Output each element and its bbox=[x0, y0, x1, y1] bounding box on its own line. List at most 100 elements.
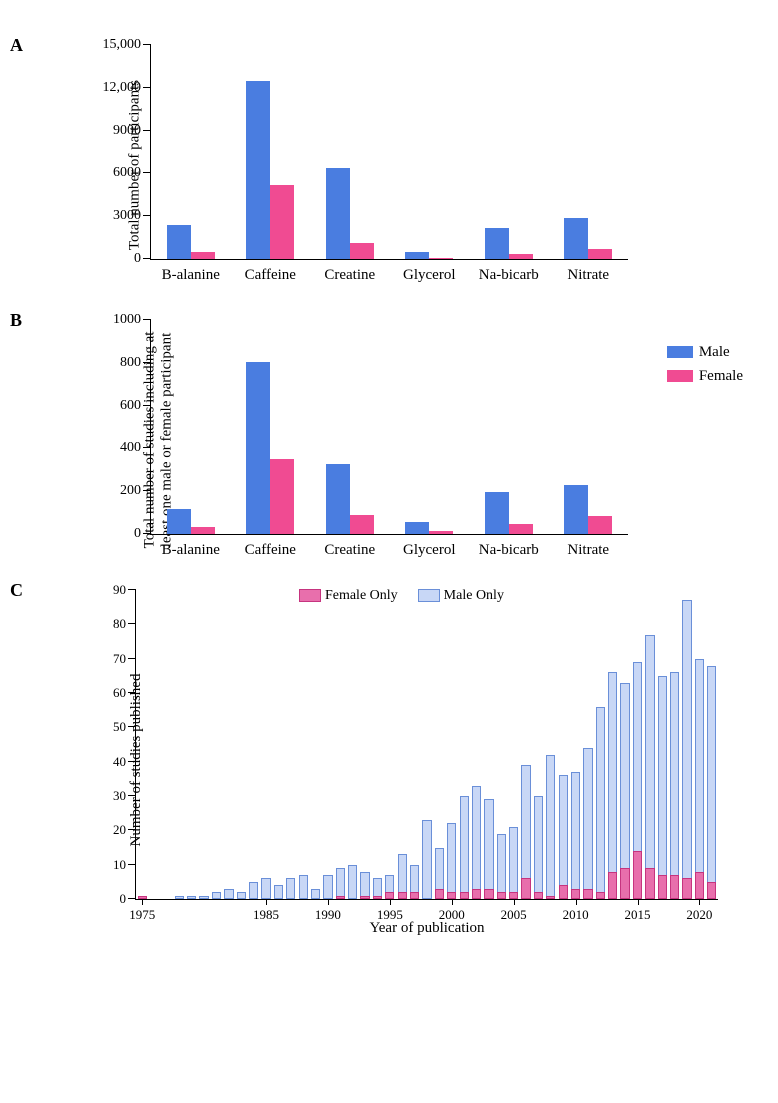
bar-male-only bbox=[348, 865, 357, 899]
bar-female bbox=[588, 249, 612, 259]
bar-female bbox=[509, 524, 533, 534]
x-tick-label: Glycerol bbox=[403, 267, 455, 284]
y-tick-label: 1000 bbox=[113, 312, 141, 328]
y-tick bbox=[143, 172, 151, 173]
bar-male-only bbox=[422, 820, 431, 899]
x-tick bbox=[452, 899, 453, 905]
bar-female-only bbox=[633, 851, 642, 899]
bar-male bbox=[167, 509, 191, 534]
bar-female-only bbox=[707, 882, 716, 899]
x-tick bbox=[514, 899, 515, 905]
bar-female bbox=[509, 254, 533, 259]
bar-male bbox=[564, 485, 588, 534]
bar-female-only bbox=[583, 889, 592, 899]
x-tick bbox=[699, 899, 700, 905]
legend-swatch bbox=[667, 346, 693, 358]
y-tick bbox=[143, 533, 151, 534]
y-tick bbox=[143, 258, 151, 259]
bar-female bbox=[191, 527, 215, 534]
y-tick bbox=[143, 447, 151, 448]
bar-male-only bbox=[336, 868, 345, 899]
x-tick-label: Na-bicarb bbox=[479, 542, 539, 559]
bar-male bbox=[405, 522, 429, 534]
y-tick bbox=[128, 692, 136, 693]
bar-male-only bbox=[286, 878, 295, 899]
bar-male-only bbox=[534, 796, 543, 899]
bar-female bbox=[270, 185, 294, 259]
panel-a: A Total number of participants 030006000… bbox=[30, 35, 748, 295]
panel-a-label: A bbox=[10, 35, 23, 56]
y-tick-label: 15,000 bbox=[103, 37, 142, 53]
bar-male bbox=[564, 218, 588, 259]
chart-a-plot: 030006000900012,00015,000B-alanineCaffei… bbox=[150, 45, 628, 260]
bar-female-only bbox=[447, 892, 456, 899]
y-tick-label: 600 bbox=[120, 398, 141, 414]
bar-female-only bbox=[534, 892, 543, 899]
bar-female-only bbox=[620, 868, 629, 899]
bar-female-only bbox=[460, 892, 469, 899]
y-tick-label: 9000 bbox=[113, 123, 141, 139]
y-tick-label: 20 bbox=[113, 822, 126, 838]
bar-male-only bbox=[224, 889, 233, 899]
y-tick bbox=[128, 761, 136, 762]
bar-female-only bbox=[138, 896, 147, 899]
y-tick bbox=[128, 658, 136, 659]
bar-female bbox=[429, 258, 453, 259]
bar-male bbox=[167, 225, 191, 259]
bar-female-only bbox=[695, 872, 704, 899]
y-tick bbox=[128, 898, 136, 899]
y-tick bbox=[128, 726, 136, 727]
bar-male-only bbox=[707, 666, 716, 899]
bar-female-only bbox=[571, 889, 580, 899]
x-tick-label: Nitrate bbox=[567, 542, 609, 559]
bar-male bbox=[485, 228, 509, 259]
bar-female-only bbox=[682, 878, 691, 899]
chart-c: Number of studies published Year of publ… bbox=[105, 580, 718, 940]
y-tick bbox=[143, 319, 151, 320]
x-tick-label: 2020 bbox=[686, 907, 712, 923]
chart-a: Total number of participants 03000600090… bbox=[110, 35, 628, 295]
bar-male-only bbox=[311, 889, 320, 899]
x-tick bbox=[638, 899, 639, 905]
bar-female bbox=[350, 243, 374, 259]
y-tick-label: 800 bbox=[120, 355, 141, 371]
bar-female-only bbox=[435, 889, 444, 899]
y-tick-label: 3000 bbox=[113, 208, 141, 224]
bar-male-only bbox=[274, 885, 283, 899]
bar-female-only bbox=[336, 896, 345, 899]
bar-male-only bbox=[546, 755, 555, 899]
bar-female-only bbox=[373, 896, 382, 899]
bar-male bbox=[246, 362, 270, 534]
x-tick bbox=[328, 899, 329, 905]
bar-male-only bbox=[249, 882, 258, 899]
y-tick-label: 400 bbox=[120, 440, 141, 456]
bar-male-only bbox=[299, 875, 308, 899]
x-tick-label: 2015 bbox=[625, 907, 651, 923]
y-tick bbox=[143, 44, 151, 45]
y-tick bbox=[128, 589, 136, 590]
bar-female-only bbox=[670, 875, 679, 899]
y-tick-label: 60 bbox=[113, 685, 126, 701]
y-tick bbox=[143, 362, 151, 363]
bar-male-only bbox=[608, 672, 617, 899]
x-tick-label: Nitrate bbox=[567, 267, 609, 284]
y-tick-label: 0 bbox=[134, 526, 141, 542]
legend-swatch bbox=[299, 589, 321, 602]
panel-c-label: C bbox=[10, 580, 23, 601]
y-tick-label: 0 bbox=[134, 251, 141, 267]
bar-female-only bbox=[596, 892, 605, 899]
x-tick-label: Glycerol bbox=[403, 542, 455, 559]
legend-c-item: Female Only bbox=[299, 588, 398, 604]
bar-female-only bbox=[658, 875, 667, 899]
x-tick-label: Caffeine bbox=[245, 267, 296, 284]
legend-item: Male bbox=[667, 340, 743, 364]
x-tick-label: B-alanine bbox=[162, 542, 220, 559]
x-tick bbox=[142, 899, 143, 905]
bar-female-only bbox=[360, 896, 369, 899]
legend-c-item: Male Only bbox=[418, 588, 504, 604]
bar-female-only bbox=[546, 896, 555, 899]
bar-male-only bbox=[212, 892, 221, 899]
x-tick bbox=[266, 899, 267, 905]
bar-male bbox=[326, 168, 350, 259]
y-tick bbox=[143, 490, 151, 491]
